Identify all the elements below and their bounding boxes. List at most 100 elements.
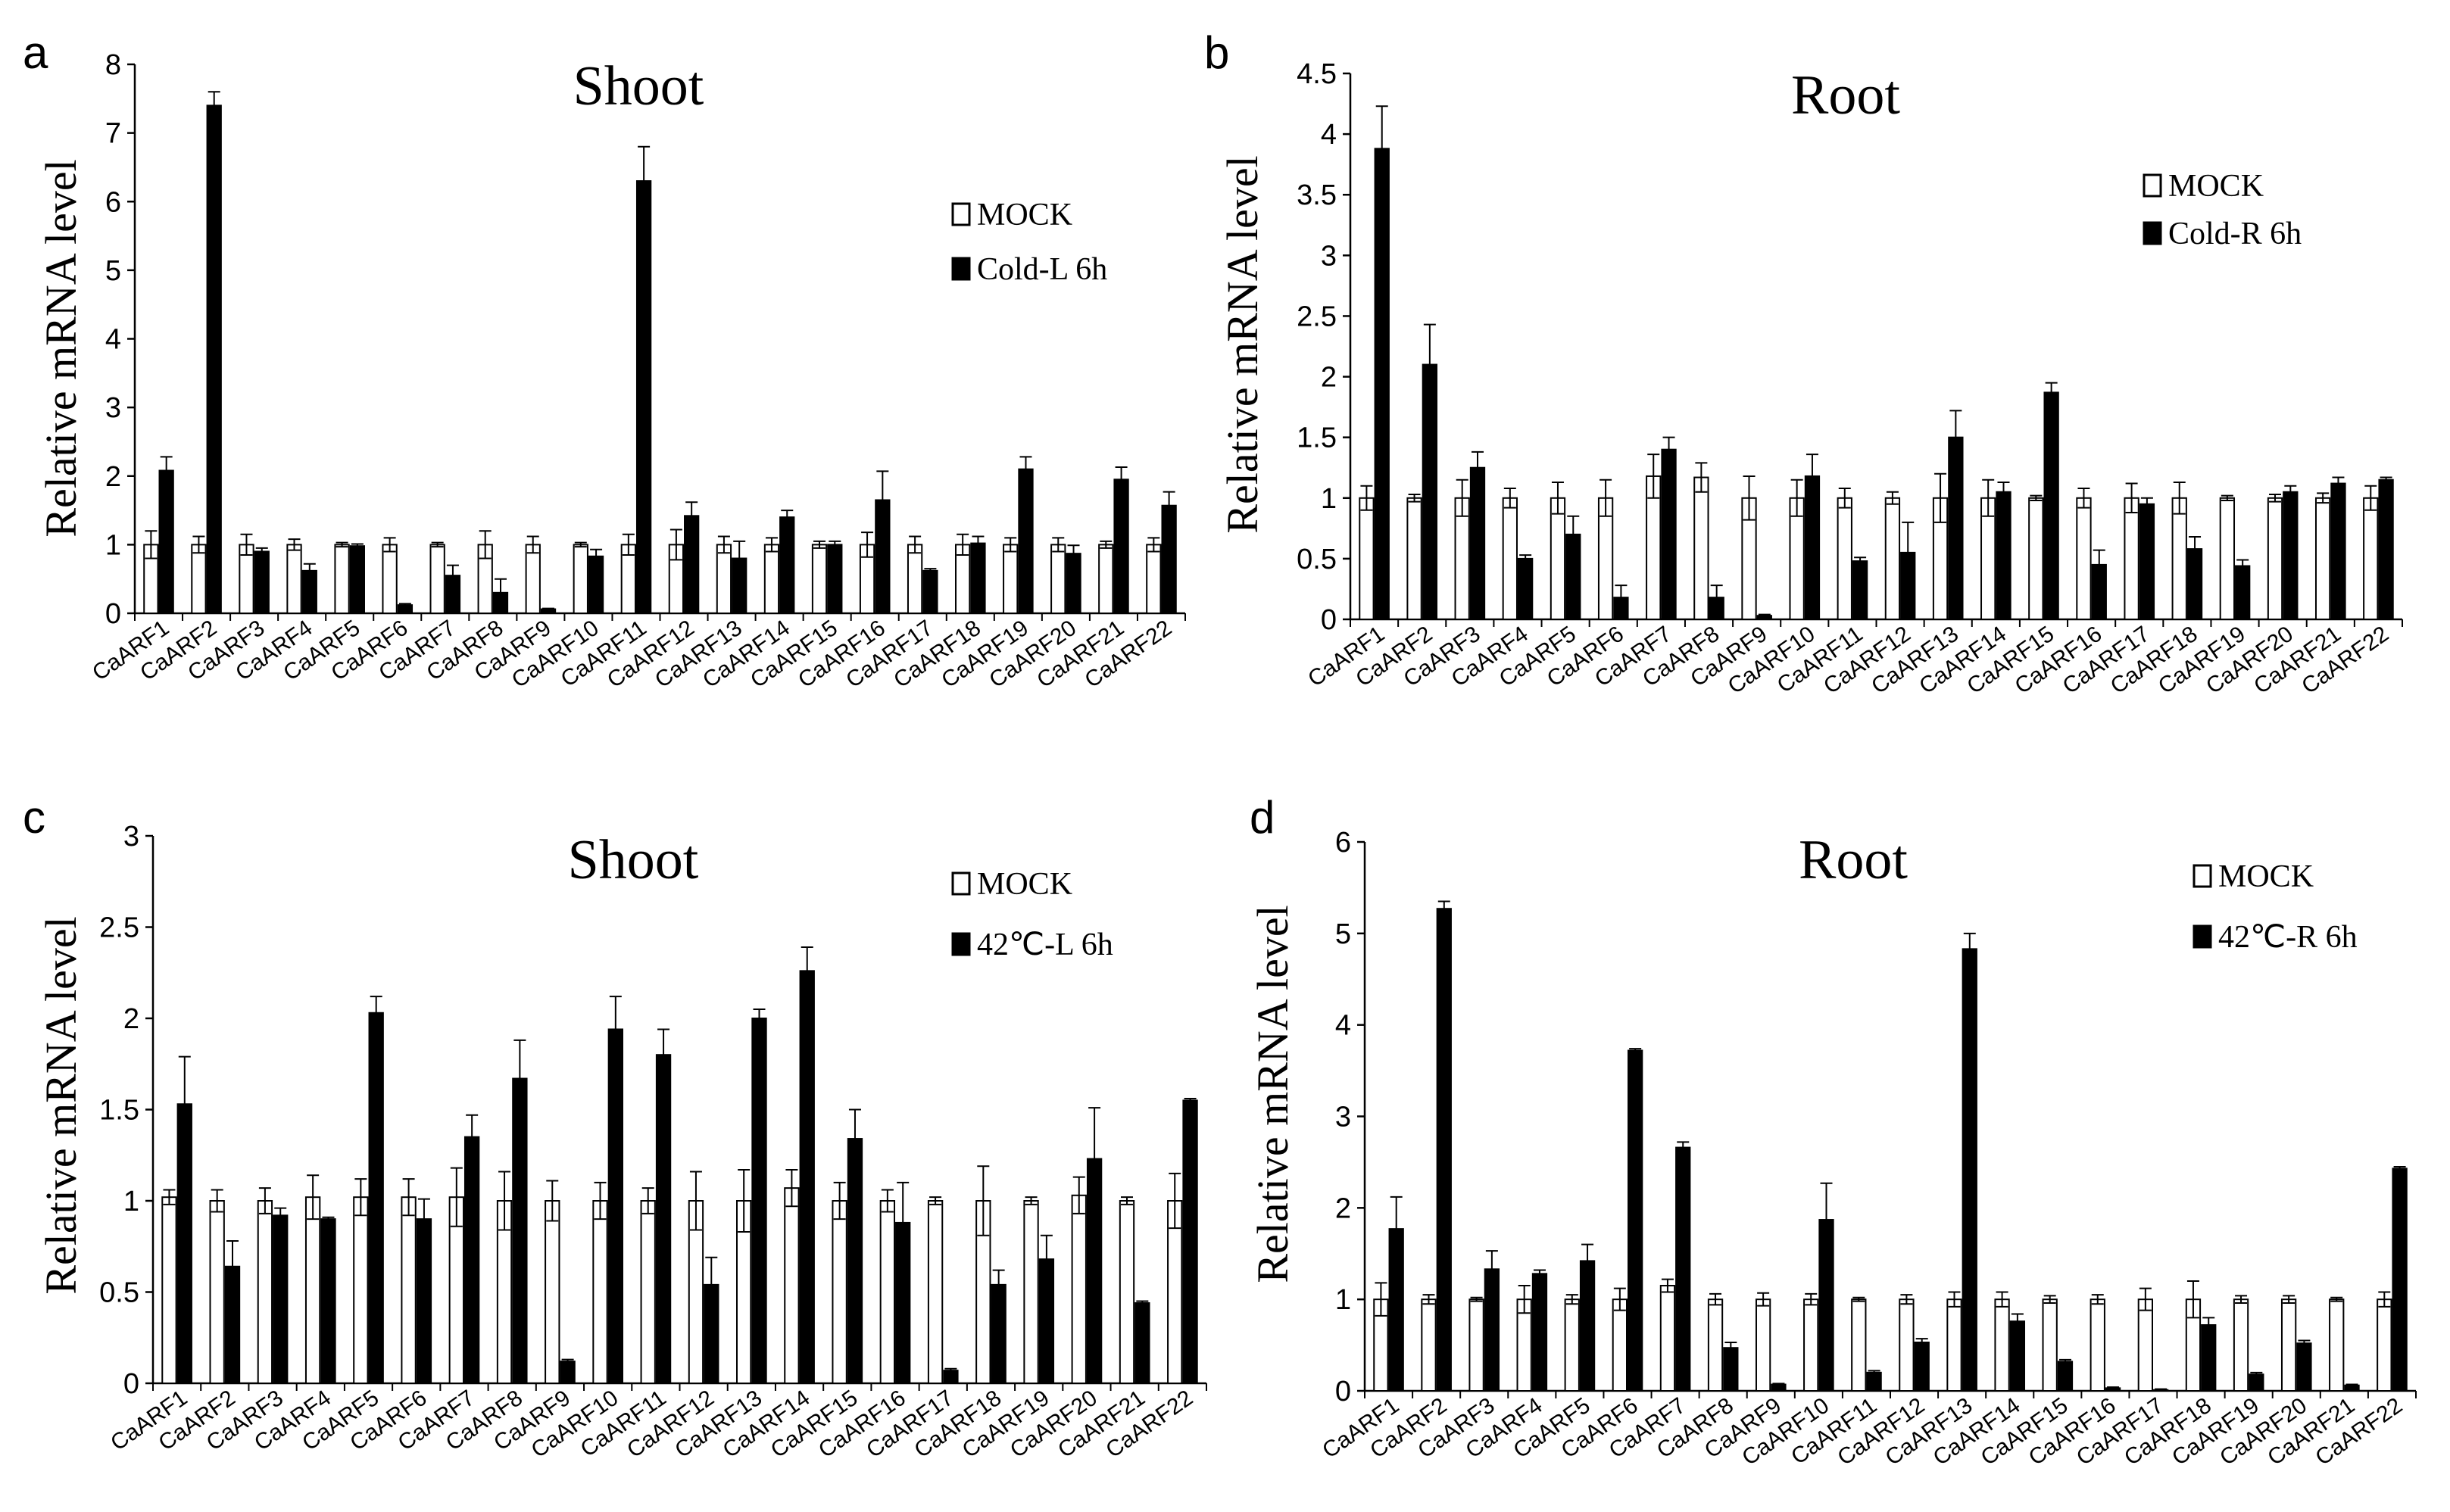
legend-label-treated: 42℃-L 6h xyxy=(977,927,1113,962)
bar-mock-CaARF17 xyxy=(2124,497,2139,620)
plot-area: 00.511.522.533.544.5CaARF1CaARF2CaARF3Ca… xyxy=(1297,58,2403,699)
bar-mock-CaARF4 xyxy=(286,544,302,614)
bar-mock-CaARF14 xyxy=(763,544,780,614)
bar-treated-CaARF9 xyxy=(1756,615,1772,621)
bar-treated-CaARF10 xyxy=(607,1028,623,1384)
bar-mock-CaARF16 xyxy=(2076,497,2092,620)
y-tick-label: 1.5 xyxy=(1297,422,1337,454)
bar-treated-CaARF5 xyxy=(1579,1260,1596,1392)
bar-mock-CaARF12 xyxy=(1884,497,1901,620)
y-tick-label: 2 xyxy=(123,1003,139,1035)
bar-treated-CaARF5 xyxy=(349,545,365,614)
bar-treated-CaARF22 xyxy=(2392,1168,2408,1392)
y-tick-label: 6 xyxy=(105,186,121,218)
y-tick-label: 4 xyxy=(1335,1010,1351,1042)
bar-treated-CaARF14 xyxy=(779,516,795,614)
bar-treated-CaARF10 xyxy=(588,555,604,614)
bar-treated-CaARF13 xyxy=(1962,948,1977,1392)
bar-mock-CaARF5 xyxy=(1564,1298,1580,1392)
bar-treated-CaARF8 xyxy=(492,591,509,614)
bar-mock-CaARF17 xyxy=(927,1200,944,1384)
y-tick-label: 3 xyxy=(1335,1102,1351,1133)
y-tick-label: 8 xyxy=(105,49,121,81)
panel-letter: a xyxy=(23,27,48,78)
bar-treated-CaARF3 xyxy=(1484,1268,1500,1392)
bar-mock-CaARF9 xyxy=(545,1200,560,1384)
bar-mock-CaARF5 xyxy=(353,1196,369,1385)
y-tick-label: 0 xyxy=(1335,1376,1351,1408)
bar-treated-CaARF4 xyxy=(301,569,317,614)
bar-mock-CaARF5 xyxy=(1550,497,1566,620)
legend: MOCK 42℃-L 6h xyxy=(951,867,1113,962)
y-axis-label: Relative mRNA level xyxy=(1248,905,1297,1283)
bar-treated-CaARF17 xyxy=(943,1370,959,1385)
bar-treated-CaARF14 xyxy=(2009,1320,2026,1392)
bar-treated-CaARF6 xyxy=(416,1218,432,1384)
bar-mock-CaARF15 xyxy=(2028,497,2044,620)
bar-treated-CaARF19 xyxy=(1038,1258,1055,1384)
bar-treated-CaARF9 xyxy=(560,1361,576,1384)
y-tick-label: 6 xyxy=(1335,827,1351,859)
bar-mock-CaARF2 xyxy=(191,544,207,614)
bar-mock-CaARF16 xyxy=(2090,1298,2105,1392)
bar-treated-CaARF9 xyxy=(1771,1383,1787,1392)
bar-treated-CaARF11 xyxy=(1866,1371,1882,1392)
panel-a: a Shoot Relative mRNA level MOCK Cold-L … xyxy=(23,27,1186,693)
bar-mock-CaARF13 xyxy=(716,544,732,614)
legend-label-mock: MOCK xyxy=(977,198,1072,232)
bar-treated-CaARF1 xyxy=(158,469,174,614)
bar-treated-CaARF15 xyxy=(2043,391,2059,621)
legend-label-mock: MOCK xyxy=(977,867,1072,902)
bar-treated-CaARF4 xyxy=(1531,1273,1548,1392)
bar-mock-CaARF14 xyxy=(784,1187,800,1384)
bar-mock-CaARF10 xyxy=(592,1200,608,1384)
bar-mock-CaARF1 xyxy=(1359,497,1375,620)
bar-mock-CaARF6 xyxy=(1612,1298,1628,1392)
bar-mock-CaARF7 xyxy=(429,544,445,614)
bar-mock-CaARF16 xyxy=(879,1200,896,1384)
bar-treated-CaARF21 xyxy=(2344,1384,2360,1392)
bar-mock-CaARF20 xyxy=(1050,544,1066,614)
bar-mock-CaARF21 xyxy=(2314,497,2331,620)
bar-treated-CaARF13 xyxy=(751,1018,767,1384)
y-tick-label: 2.5 xyxy=(1297,301,1337,332)
bar-treated-CaARF12 xyxy=(1900,551,1916,621)
chart-title: Shoot xyxy=(573,55,704,117)
bar-treated-CaARF2 xyxy=(206,104,222,614)
bar-mock-CaARF19 xyxy=(1003,544,1019,614)
bar-treated-CaARF5 xyxy=(368,1012,384,1385)
y-tick-label: 7 xyxy=(105,118,121,150)
bar-treated-CaARF18 xyxy=(2186,548,2203,620)
bar-treated-CaARF11 xyxy=(655,1054,672,1384)
y-tick-label: 1.5 xyxy=(99,1095,139,1127)
bar-mock-CaARF10 xyxy=(1803,1298,1819,1392)
y-tick-label: 1 xyxy=(1321,483,1337,515)
bar-treated-CaARF19 xyxy=(2249,1373,2264,1392)
y-tick-label: 4 xyxy=(1321,119,1337,151)
y-tick-label: 1 xyxy=(123,1186,139,1217)
plot-area: 012345678CaARF1CaARF2CaARF3CaARF4CaARF5C… xyxy=(88,49,1186,693)
panel-d: d Root Relative mRNA level MOCK 42℃-R 6h… xyxy=(1248,792,2417,1470)
bar-treated-CaARF7 xyxy=(1675,1146,1691,1392)
bar-treated-CaARF15 xyxy=(827,544,843,614)
legend-swatch-mock xyxy=(2143,173,2162,198)
legend: MOCK Cold-L 6h xyxy=(951,198,1107,287)
bar-treated-CaARF12 xyxy=(684,515,700,614)
bar-treated-CaARF3 xyxy=(254,550,270,614)
bar-treated-CaARF12 xyxy=(1914,1341,1930,1392)
bar-mock-CaARF15 xyxy=(811,544,828,614)
bar-treated-CaARF20 xyxy=(2296,1342,2312,1392)
plot-area: 00.511.522.53CaARF1CaARF2CaARF3CaARF4CaA… xyxy=(99,821,1207,1463)
bar-treated-CaARF15 xyxy=(2057,1361,2074,1392)
bar-treated-CaARF9 xyxy=(540,608,557,614)
bar-mock-CaARF22 xyxy=(2363,497,2379,620)
bar-mock-CaARF7 xyxy=(1659,1285,1676,1392)
panel-c: c Shoot Relative mRNA level MOCK 42℃-L 6… xyxy=(23,792,1207,1463)
legend: MOCK 42℃-R 6h xyxy=(2193,859,2358,955)
y-tick-label: 0 xyxy=(123,1368,139,1400)
bar-treated-CaARF21 xyxy=(2330,482,2346,620)
bar-treated-CaARF11 xyxy=(635,180,652,614)
bar-treated-CaARF1 xyxy=(1388,1228,1404,1392)
bar-treated-CaARF16 xyxy=(895,1221,911,1385)
